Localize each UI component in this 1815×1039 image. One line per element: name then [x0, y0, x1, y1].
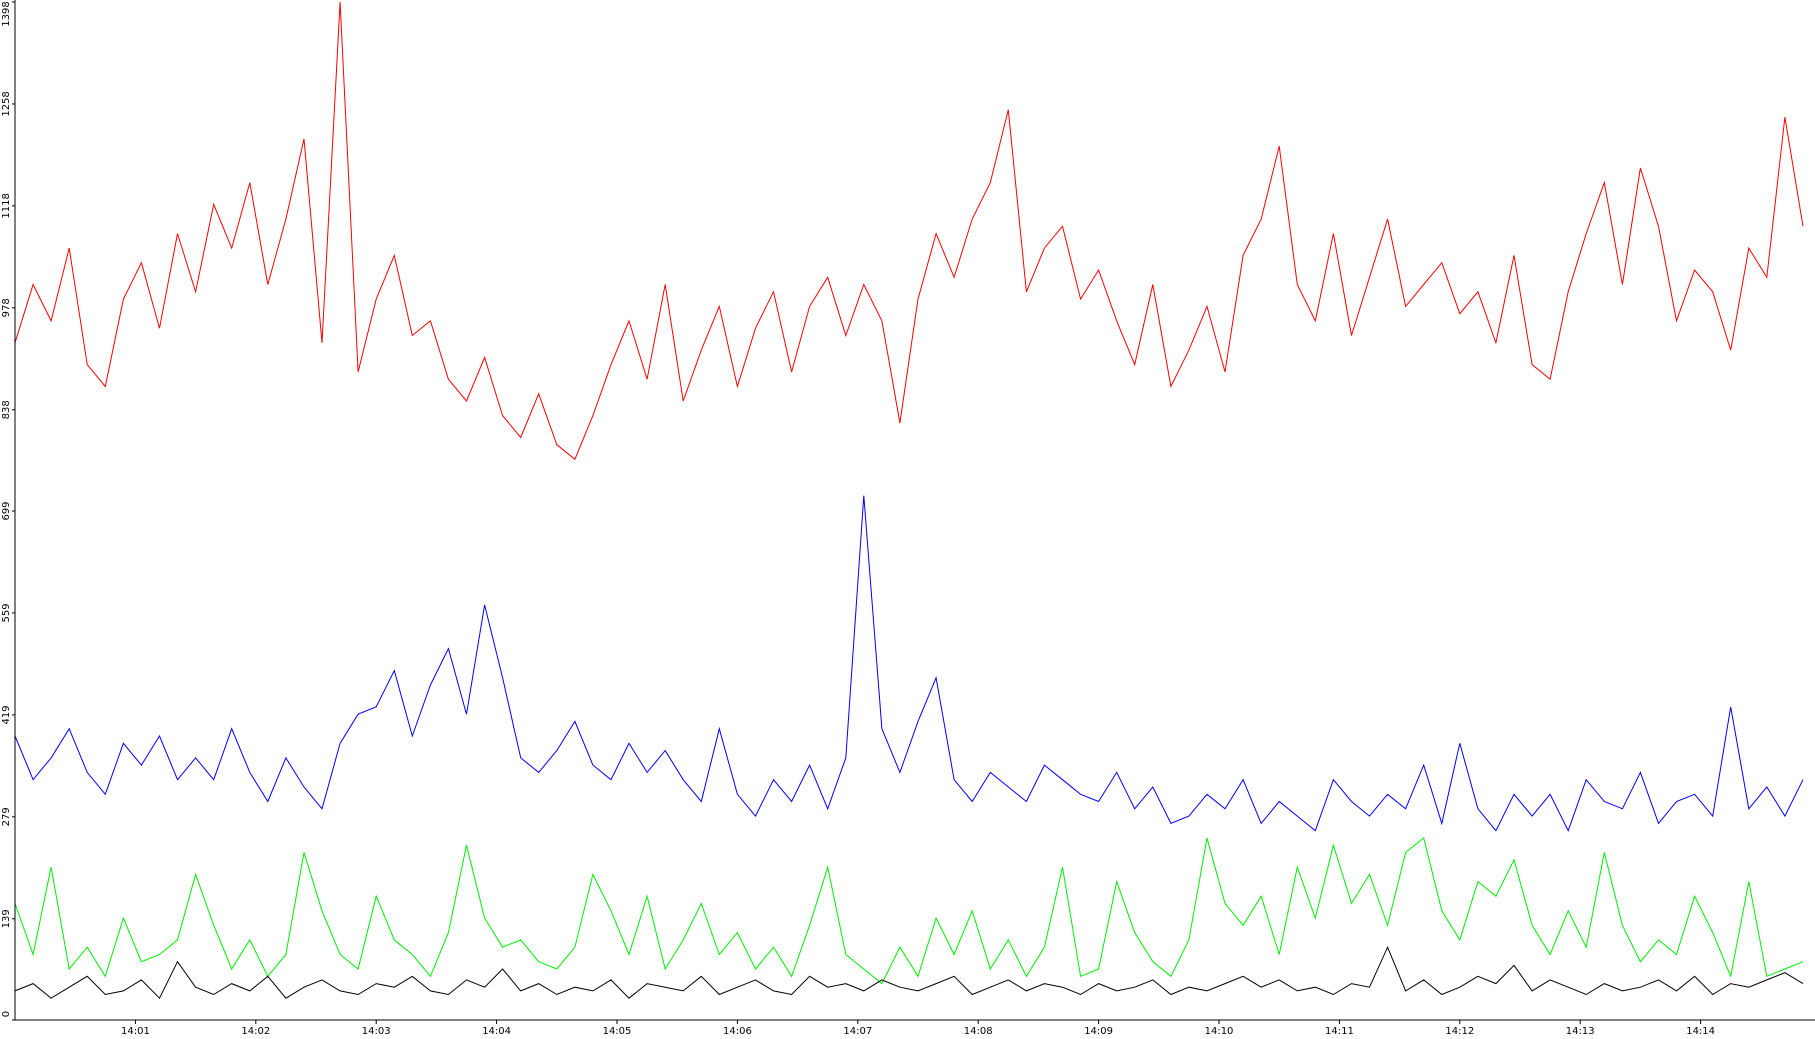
- y-tick-label: 838: [1, 400, 12, 419]
- x-tick-label: 14:14: [1686, 1026, 1715, 1037]
- y-tick-label: 1118: [1, 193, 12, 218]
- y-tick-label: 699: [1, 501, 12, 520]
- x-tick-label: 14:13: [1566, 1026, 1595, 1037]
- x-tick-label: 14:04: [482, 1026, 511, 1037]
- series-line: [14, 495, 1804, 832]
- y-tick-label: 1398: [1, 1, 12, 26]
- x-tick-label: 14:06: [723, 1026, 752, 1037]
- y-tick-label: 0: [1, 1011, 12, 1017]
- x-tick-label: 14:05: [603, 1026, 632, 1037]
- series-line: [14, 1, 1804, 461]
- y-tick-label: 279: [1, 807, 12, 826]
- x-tick-label: 14:10: [1205, 1026, 1234, 1037]
- x-tick-label: 14:12: [1445, 1026, 1474, 1037]
- y-tick-label: 419: [1, 705, 12, 724]
- x-tick-label: 14:01: [121, 1026, 150, 1037]
- y-tick-label: 139: [1, 909, 12, 928]
- x-tick-label: 14:02: [241, 1026, 270, 1037]
- x-tick-label: 14:03: [362, 1026, 391, 1037]
- x-tick-label: 14:11: [1325, 1026, 1354, 1037]
- series-line: [14, 945, 1804, 1000]
- x-tick-label: 14:08: [964, 1026, 993, 1037]
- series-line: [14, 837, 1804, 985]
- x-tick-label: 14:09: [1084, 1026, 1113, 1037]
- y-tick-label: 1258: [1, 91, 12, 116]
- y-tick-label: 559: [1, 603, 12, 622]
- x-tick-label: 14:07: [843, 1026, 872, 1037]
- y-tick-label: 978: [1, 298, 12, 317]
